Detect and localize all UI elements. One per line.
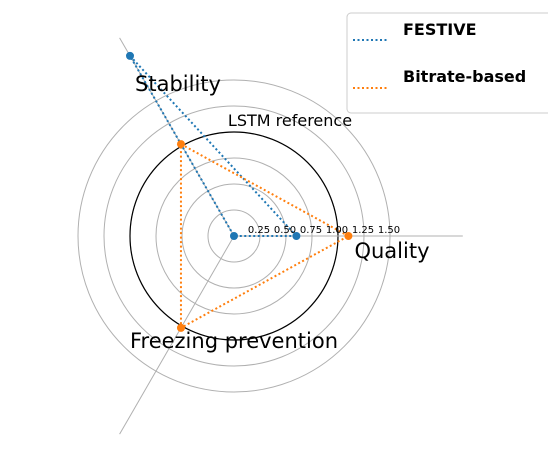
legend: FESTIVE Bitrate-based xyxy=(346,12,548,114)
spoke-freezing-prevention xyxy=(119,235,235,435)
legend-label-festive: FESTIVE xyxy=(403,20,477,39)
data-point-bitrate-based-quality xyxy=(344,232,353,240)
radial-tick-label: 0.25 xyxy=(248,225,270,236)
data-point-bitrate-based-stability xyxy=(176,140,185,149)
radial-tick-label: 0.50 xyxy=(274,225,296,236)
series-line-bitrate-based xyxy=(179,142,351,330)
axis-label-quality: Quality xyxy=(354,239,429,263)
radial-tick-label: 0.75 xyxy=(300,225,322,236)
label-layer: 0.25 0.50 0.75 1.00 1.25 1.50 Quality Stability… xyxy=(130,72,430,353)
series-line-festive xyxy=(129,55,299,237)
data-point-festive-quality xyxy=(292,232,301,240)
legend-frame xyxy=(346,12,548,114)
data-point-festive-freezing-prevention xyxy=(230,232,238,240)
axis-label-stability: Stability xyxy=(135,72,221,96)
radial-tick-label: 1.25 xyxy=(352,225,374,236)
data-point-bitrate-based-freezing-prevention xyxy=(176,323,185,332)
reference-label: LSTM reference xyxy=(228,111,352,130)
axis-label-freezing-prevention: Freezing prevention xyxy=(130,329,338,353)
radial-tick-label: 1.50 xyxy=(378,225,400,236)
data-point-festive-stability xyxy=(126,51,134,60)
series-layer xyxy=(126,51,353,332)
radial-tick-label: 1.00 xyxy=(326,225,348,236)
legend-label-bitrate-based: Bitrate-based xyxy=(403,67,526,86)
